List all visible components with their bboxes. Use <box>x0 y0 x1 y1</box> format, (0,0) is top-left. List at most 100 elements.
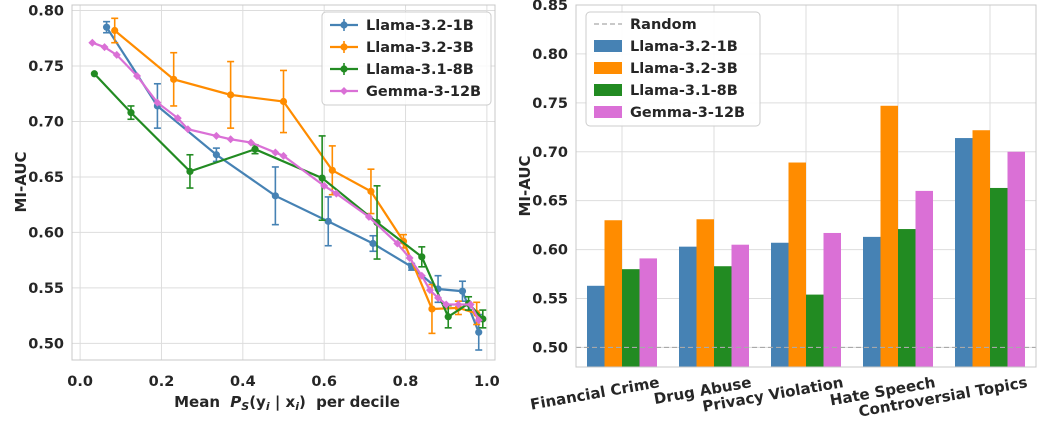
legend-swatch <box>594 62 622 74</box>
bar <box>880 105 898 367</box>
legend-label: Llama-3.2-1B <box>366 18 474 34</box>
legend-box <box>585 11 761 127</box>
bar <box>604 220 622 367</box>
data-point <box>324 217 332 225</box>
data-point <box>212 151 220 159</box>
x-label-y-sub: i <box>266 400 270 413</box>
data-point <box>434 293 443 302</box>
x-tick-label: 0.6 <box>311 374 337 390</box>
data-point <box>170 75 178 83</box>
data-point <box>332 189 341 198</box>
x-label-mean: Mean <box>174 393 220 411</box>
data-point <box>133 72 142 80</box>
bar <box>990 187 1008 367</box>
data-point <box>444 313 452 321</box>
legend-item-llama-3-1-8b: Llama-3.1-8B <box>330 62 474 78</box>
legend-item-llama-3-2-1b: Llama-3.2-1B <box>330 18 474 34</box>
legend-label: Llama-3.2-1B <box>630 39 738 55</box>
y-tick-label: 0.50 <box>532 340 568 356</box>
left-line-chart: 0.0 0.2 0.4 0.6 0.8 1.0 0.50 0.55 0.60 0.65 0.70 0.… <box>12 4 500 413</box>
x-label-x-sub: i <box>295 400 299 413</box>
data-point <box>279 97 288 106</box>
bar-series-llama-3-2-3b <box>604 105 990 367</box>
legend-item-llama-3-2-1b: Llama-3.2-1B <box>594 39 738 55</box>
bar <box>898 229 916 367</box>
data-point <box>425 286 434 295</box>
data-point <box>458 287 467 295</box>
y-tick-label: 0.50 <box>28 336 64 352</box>
legend-label: Random <box>630 17 697 33</box>
data-point <box>100 43 109 52</box>
data-point <box>271 192 279 200</box>
y-tick-label: 0.70 <box>28 114 64 130</box>
data-point <box>320 181 329 190</box>
legend-marker <box>340 65 348 73</box>
legend-swatch <box>594 106 622 118</box>
bar <box>972 130 990 367</box>
bar-series-llama-3-2-1b <box>587 138 973 367</box>
x-label-math: P <box>230 393 241 411</box>
legend-item-random: Random <box>594 17 697 33</box>
bar <box>771 242 789 367</box>
x-tick-label: 0.2 <box>149 374 175 390</box>
legend-label: Llama-3.2-3B <box>630 61 738 77</box>
x-tick-label: 0.0 <box>67 374 93 390</box>
legend-label: Gemma-3-12B <box>630 105 745 121</box>
legend-swatch <box>594 84 622 96</box>
right-tick-labels: 0.50 0.55 0.60 0.65 0.70 0.75 0.80 0.85 <box>532 0 568 356</box>
bar <box>622 269 640 367</box>
series-gemma-3-12b <box>88 38 483 325</box>
x-label-suffix: per decile <box>316 393 400 411</box>
y-tick-label: 0.65 <box>28 170 64 186</box>
data-point <box>251 145 259 153</box>
bar <box>915 190 933 367</box>
data-point <box>428 305 436 313</box>
data-point <box>328 166 336 174</box>
data-point <box>212 131 221 140</box>
legend-label: Llama-3.1-8B <box>366 62 474 78</box>
bar <box>679 246 697 367</box>
legend-item-llama-3-2-3b: Llama-3.2-3B <box>594 61 738 77</box>
data-point <box>227 91 235 99</box>
data-point <box>318 174 326 182</box>
data-point <box>90 70 98 78</box>
data-point <box>393 239 402 248</box>
y-tick-label: 0.60 <box>28 225 64 241</box>
data-point <box>454 300 463 309</box>
data-point <box>417 271 426 280</box>
y-tick-label: 0.60 <box>532 243 568 259</box>
bar <box>714 266 732 367</box>
data-point <box>442 300 451 309</box>
bar <box>1007 151 1025 367</box>
left-series-layer <box>88 17 487 351</box>
legend-item-llama-3-2-3b: Llama-3.2-3B <box>330 40 474 56</box>
legend-marker <box>340 87 348 95</box>
x-tick-label: 1.0 <box>474 374 500 390</box>
left-y-axis-label: MI-AUC <box>12 151 30 212</box>
y-tick-label: 0.65 <box>532 194 568 210</box>
right-bar-chart: 0.500.550.600.650.700.750.800.85 MI-AUC … <box>516 0 1037 421</box>
data-point <box>418 253 426 261</box>
data-point <box>367 187 375 195</box>
data-point <box>186 167 194 176</box>
bar <box>955 138 973 367</box>
right-bars-layer <box>587 105 1025 367</box>
data-point <box>127 109 135 117</box>
legend-marker <box>340 43 348 51</box>
data-point <box>88 38 97 47</box>
bar-series-gemma-3-12b <box>639 151 1025 367</box>
data-point <box>466 300 475 309</box>
data-point <box>112 50 121 59</box>
bar <box>863 236 881 367</box>
bar <box>587 285 605 367</box>
data-point <box>173 114 182 123</box>
left-legend: Llama-3.2-1B Llama-3.2-3B Llama-3.1-8B Gemm… <box>321 11 492 106</box>
data-point <box>111 26 119 35</box>
data-point <box>474 316 483 325</box>
y-tick-label: 0.85 <box>532 0 568 14</box>
left-tick-labels: 0.0 0.2 0.4 0.6 0.8 1.0 0.50 0.55 0.60 0.65 0.70 0.… <box>28 4 499 390</box>
bar-series-llama-3-1-8b <box>622 187 1008 367</box>
bar <box>823 232 841 367</box>
